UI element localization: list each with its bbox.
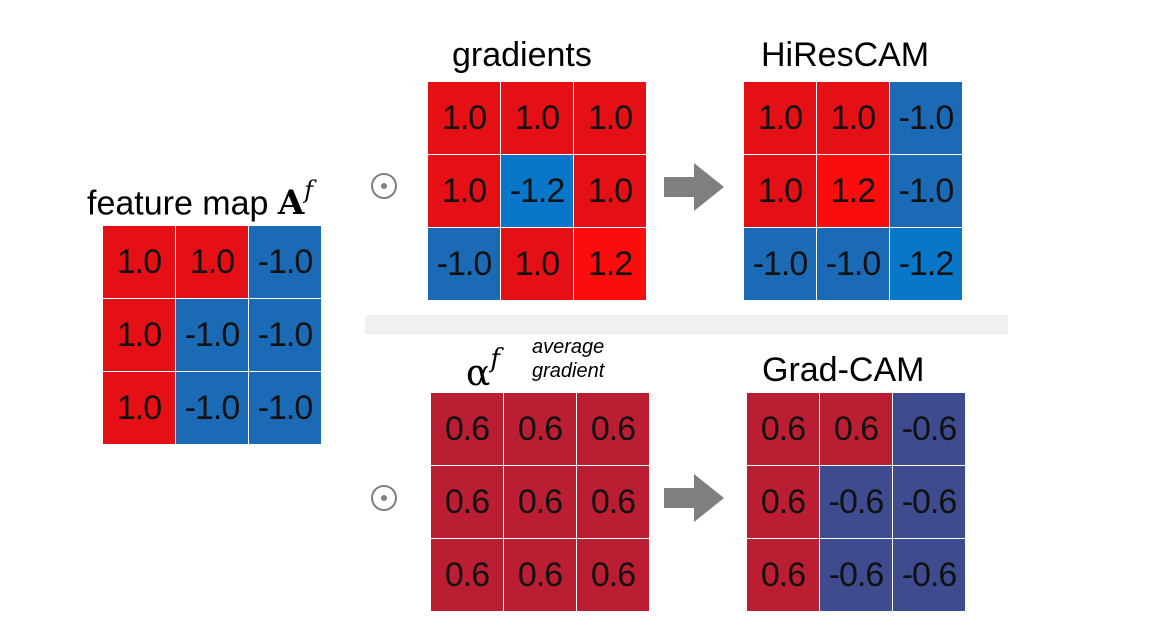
grid-cell: 0.6 [577,539,649,611]
grid-cell: -1.2 [501,155,573,227]
grid-cell: -1.0 [176,372,248,444]
grid-cell: 1.0 [428,82,500,154]
grid-cell: -0.6 [893,539,965,611]
grid-cell: 0.6 [504,466,576,538]
grid-cell: 0.6 [431,393,503,465]
grid-cell: 1.0 [501,82,573,154]
grid-cell: 1.0 [744,155,816,227]
grid-cell: 1.0 [744,82,816,154]
average-gradient-note-line1: average [532,336,605,358]
grid-cell: -1.0 [249,226,321,298]
odot-icon [371,485,397,511]
alpha-title: αf [466,346,500,395]
gradcam-grid: 0.6 0.6 -0.6 0.6 -0.6 -0.6 0.6 -0.6 -0.6 [747,393,965,611]
feature-map-label: feature map [87,184,278,223]
grid-cell: 0.6 [820,393,892,465]
grid-cell: 1.0 [574,155,646,227]
grid-cell: -1.0 [817,228,889,300]
grid-cell: 0.6 [504,539,576,611]
average-gradient-note-line2: gradient [532,360,605,382]
feature-map-grid: 1.0 1.0 -1.0 1.0 -1.0 -1.0 1.0 -1.0 -1.0 [103,226,321,444]
average-gradient-grid: 0.6 0.6 0.6 0.6 0.6 0.6 0.6 0.6 0.6 [431,393,649,611]
right-arrow-icon [664,163,724,211]
grid-cell: 1.2 [817,155,889,227]
grid-cell: 0.6 [431,466,503,538]
grid-cell: -1.0 [428,228,500,300]
grid-cell: 1.0 [103,299,175,371]
gradients-grid: 1.0 1.0 1.0 1.0 -1.2 1.0 -1.0 1.0 1.2 [428,82,646,300]
grid-cell: 1.0 [103,372,175,444]
grid-cell: -1.2 [890,228,962,300]
alpha-symbol: α [466,353,491,395]
grid-cell: 1.0 [501,228,573,300]
hirescam-grid: 1.0 1.0 -1.0 1.0 1.2 -1.0 -1.0 -1.0 -1.2 [744,82,962,300]
alpha-superscript: f [490,344,500,374]
grid-cell: -0.6 [893,393,965,465]
grid-cell: 0.6 [747,539,819,611]
grid-cell: -0.6 [820,466,892,538]
feature-map-title: feature map Af [87,178,313,224]
grid-cell: 0.6 [577,393,649,465]
grid-cell: 1.0 [428,155,500,227]
grid-cell: -1.0 [249,299,321,371]
feature-map-superscript: f [304,176,314,204]
feature-map-symbol: A [277,183,305,224]
grid-cell: -1.0 [176,299,248,371]
grid-cell: -1.0 [890,82,962,154]
grid-cell: 0.6 [747,393,819,465]
section-divider [365,315,1008,334]
grid-cell: 1.0 [574,82,646,154]
gradcam-title: Grad-CAM [762,351,925,389]
grid-cell: -1.0 [744,228,816,300]
grid-cell: 0.6 [431,539,503,611]
grid-cell: 1.0 [817,82,889,154]
grid-cell: 0.6 [577,466,649,538]
hirescam-title: HiResCAM [761,36,930,74]
grid-cell: 0.6 [747,466,819,538]
grid-cell: -1.0 [890,155,962,227]
odot-icon [371,173,397,199]
right-arrow-icon [664,474,724,522]
grid-cell: -1.0 [249,372,321,444]
grid-cell: 0.6 [504,393,576,465]
grid-cell: 1.0 [103,226,175,298]
grid-cell: 1.0 [176,226,248,298]
grid-cell: -0.6 [893,466,965,538]
grid-cell: 1.2 [574,228,646,300]
grid-cell: -0.6 [820,539,892,611]
average-gradient-note: average gradient [532,335,604,383]
gradients-title: gradients [452,36,592,74]
